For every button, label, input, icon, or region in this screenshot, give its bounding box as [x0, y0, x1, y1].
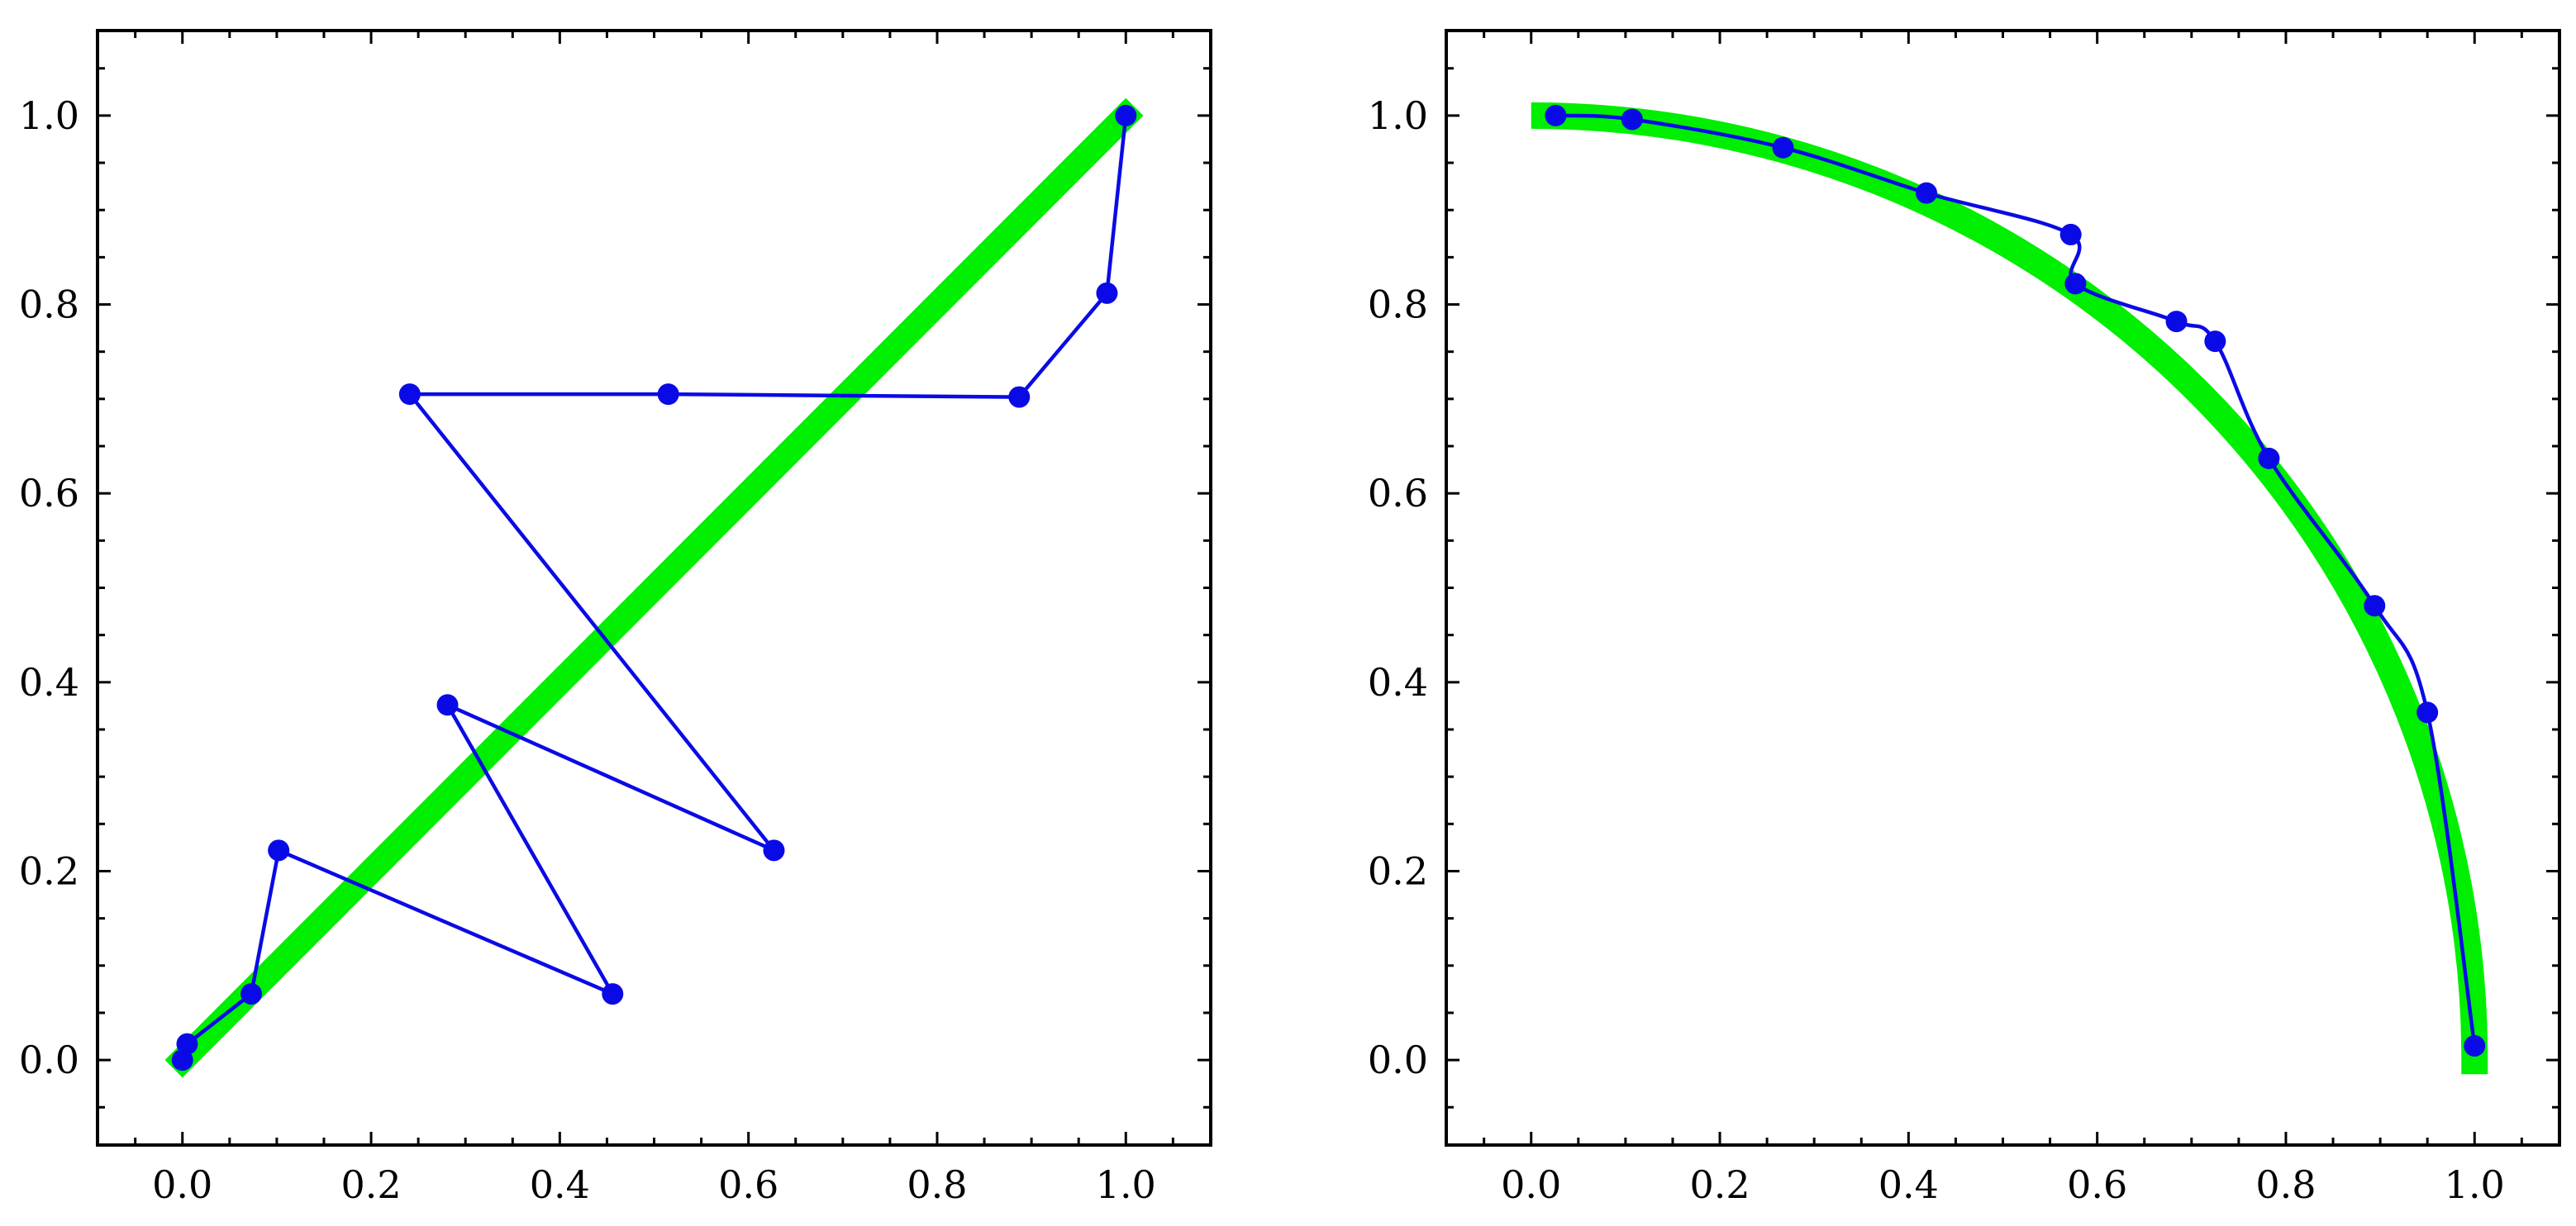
data-point: [657, 383, 679, 406]
y-tick-label: 0.8: [1368, 283, 1428, 327]
y-tick-label: 0.2: [1368, 848, 1428, 893]
data-point: [2258, 447, 2280, 469]
data-point: [602, 983, 624, 1005]
y-tick-label: 0.0: [1368, 1038, 1428, 1082]
reference-arc: [1531, 102, 2488, 1075]
x-tick-label: 1.0: [2445, 1162, 2505, 1207]
series-line: [180, 113, 1128, 1062]
data-point: [1916, 182, 1938, 204]
y-tick-label: 0.4: [19, 660, 79, 705]
data-point: [2059, 223, 2082, 245]
y-tick-label: 0.0: [19, 1038, 79, 1082]
data-point: [2204, 330, 2226, 353]
data-point: [2064, 273, 2087, 295]
data-point: [2464, 1034, 2486, 1057]
plot-frame: [1445, 29, 2561, 1147]
data-point: [1545, 104, 1567, 126]
y-tick-label: 0.2: [19, 848, 79, 893]
left-panel-plot: 0.0 0.2 0.4 0.6 0.8 1.0 0.0 0.2 0.4 0.6 0.8 1.0: [19, 29, 1212, 1207]
data-point: [1115, 104, 1137, 126]
data-point: [1621, 108, 1643, 131]
x-tick-label: 0.6: [718, 1162, 779, 1207]
data-point: [2165, 311, 2188, 333]
y-tick-label: 1.0: [19, 93, 79, 138]
x-tick-label: 1.0: [1096, 1162, 1156, 1207]
x-tick-label: 0.0: [1501, 1162, 1561, 1207]
x-tick-label: 0.2: [1689, 1162, 1750, 1207]
x-tick-label: 0.4: [1878, 1162, 1939, 1207]
x-tick-label: 0.8: [2255, 1162, 2316, 1207]
data-point: [1772, 136, 1794, 159]
x-tick-label: 0.4: [530, 1162, 590, 1207]
y-tick-label: 0.6: [1368, 471, 1428, 516]
y-tick-label: 0.4: [1368, 660, 1428, 705]
data-point: [1008, 386, 1031, 408]
y-tick-label: 1.0: [1368, 93, 1428, 138]
y-tick-label: 0.6: [19, 471, 79, 516]
data-point: [268, 839, 290, 862]
x-tick-label: 0.2: [340, 1162, 401, 1207]
data-point: [1096, 282, 1118, 304]
data-point: [398, 383, 421, 406]
y-tick-label: 0.8: [19, 283, 79, 327]
x-tick-label: 0.8: [907, 1162, 967, 1207]
data-point: [240, 983, 263, 1005]
reference-line: [164, 97, 1144, 1078]
x-tick-label: 0.0: [152, 1162, 212, 1207]
x-tick-label: 0.6: [2067, 1162, 2127, 1207]
right-panel-plot: 0.0 0.2 0.4 0.6 0.8 1.0 0.0 0.2 0.4 0.6 0.8 1.0: [1368, 29, 2561, 1207]
data-point: [436, 694, 459, 716]
data-point: [763, 839, 785, 862]
data-point: [2416, 701, 2439, 724]
data-point: [2364, 595, 2386, 617]
data-point: [176, 1033, 198, 1055]
